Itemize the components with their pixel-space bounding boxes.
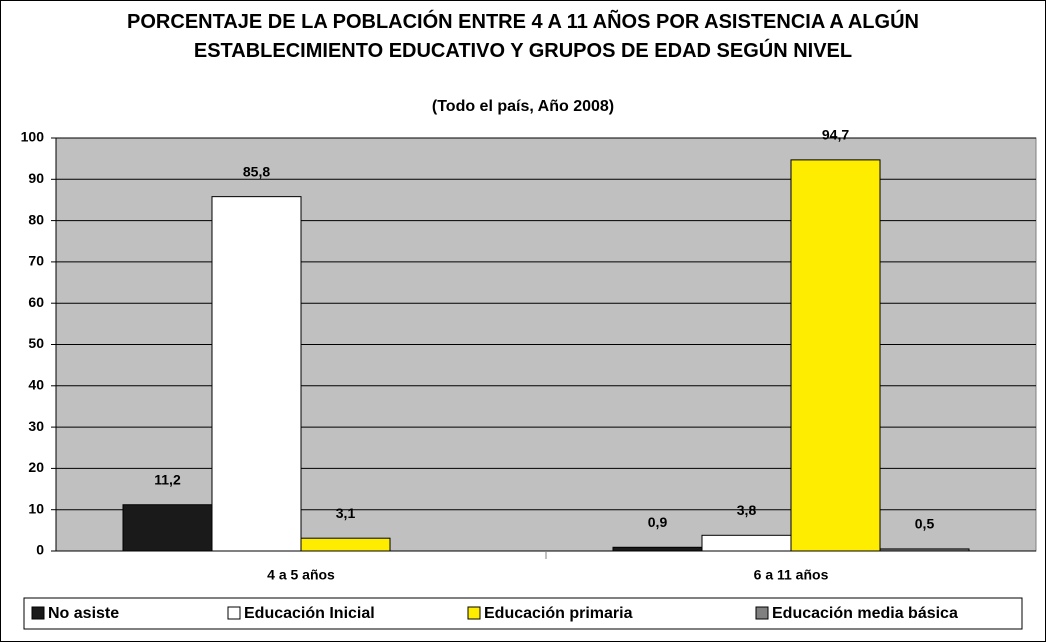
value-label: 3,8	[737, 502, 757, 518]
legend-label: Educación primaria	[484, 605, 633, 622]
value-label: 0,5	[915, 516, 935, 532]
legend-swatch	[31, 606, 45, 620]
y-tick-label: 40	[28, 377, 44, 393]
value-label: 85,8	[243, 163, 270, 179]
y-tick-label: 0	[36, 542, 44, 558]
x-tick-label: 6 a 11 años	[754, 567, 829, 583]
y-tick-label: 10	[28, 500, 44, 516]
bar	[211, 196, 302, 552]
bar	[300, 537, 391, 552]
chart-subtitle: (Todo el país, Año 2008)	[431, 98, 615, 115]
y-tick-label: 100	[21, 129, 45, 145]
legend-label: Educación Inicial	[244, 605, 375, 622]
y-tick-label: 60	[28, 294, 44, 310]
bar	[612, 546, 703, 552]
value-label: 11,2	[154, 471, 181, 487]
y-tick-label: 90	[28, 170, 44, 186]
value-label: 0,9	[648, 514, 668, 530]
legend-swatch	[227, 606, 241, 620]
legend-swatch	[755, 606, 769, 620]
bar	[879, 548, 970, 552]
bar	[790, 159, 881, 552]
legend-box	[23, 597, 1023, 630]
legend-swatch	[467, 606, 481, 620]
x-tick-label: 4 a 5 años	[267, 567, 335, 583]
value-label: 3,1	[336, 505, 356, 521]
chart-title: PORCENTAJE DE LA POBLACIÓN ENTRE 4 A 11 …	[127, 11, 919, 62]
y-tick-label: 30	[28, 418, 44, 434]
y-tick-label: 80	[28, 211, 44, 227]
y-tick-label: 50	[28, 335, 44, 351]
bar	[122, 504, 213, 552]
legend-label: Educación media básica	[772, 605, 958, 622]
value-label: 94,7	[822, 127, 849, 143]
bar	[701, 534, 792, 552]
y-tick-label: 70	[28, 253, 44, 269]
y-tick-label: 20	[28, 459, 44, 475]
legend-label: No asiste	[48, 605, 119, 622]
